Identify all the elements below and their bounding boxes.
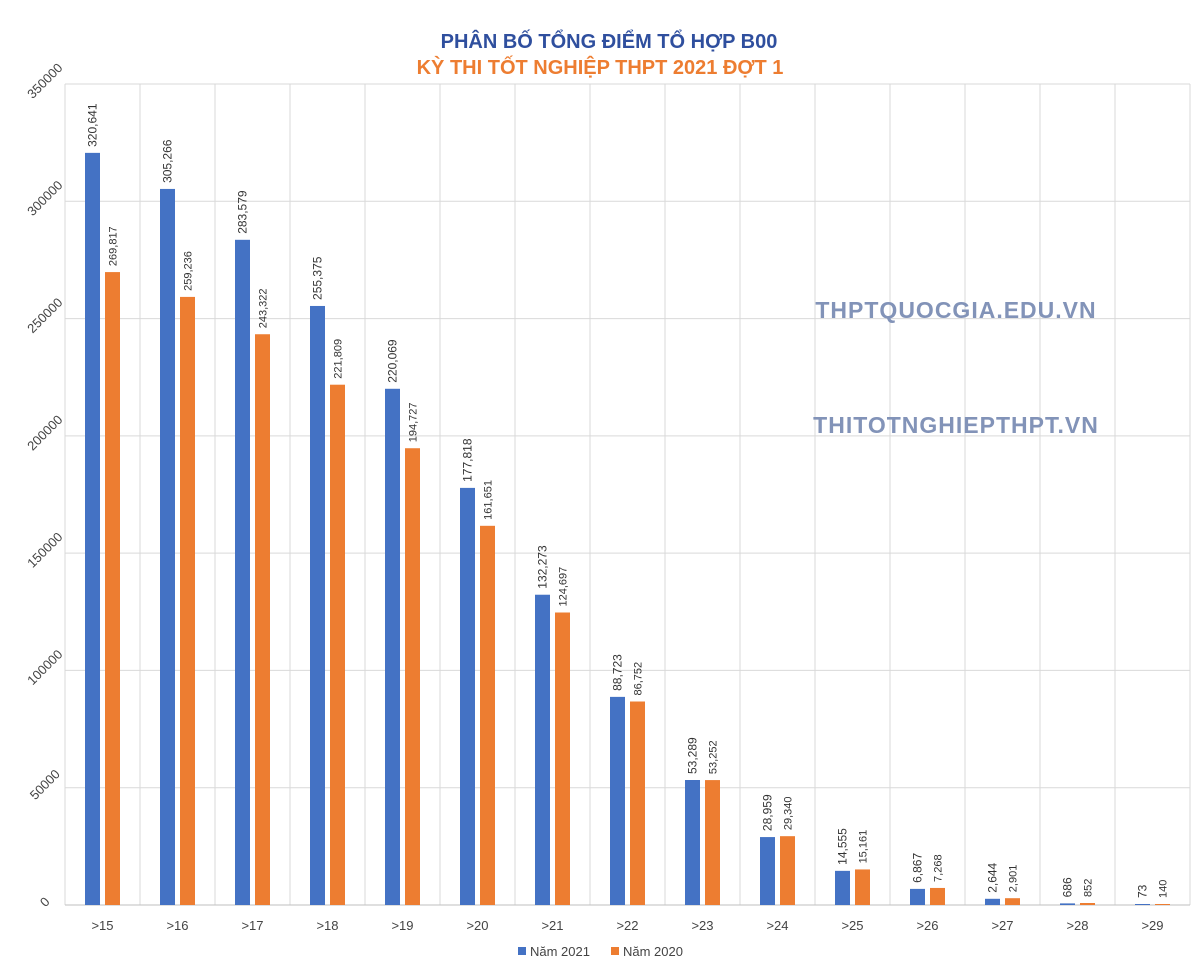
watermark-thitotnghiep: THITOTNGHIEPTHPT.VN <box>813 412 1099 438</box>
y-tick-label: 150000 <box>24 529 65 570</box>
bar-2021 <box>385 388 400 905</box>
x-tick-label: >17 <box>241 918 263 933</box>
data-label-2021: 6,867 <box>911 853 925 883</box>
bar-2021 <box>85 152 100 906</box>
data-label-2020: 221,809 <box>333 339 345 379</box>
data-label-2020: 124,697 <box>558 567 570 607</box>
bar-2020 <box>405 448 420 905</box>
bar-2021 <box>985 898 1000 905</box>
x-tick-label: >24 <box>766 918 788 933</box>
data-label-2020: 243,322 <box>258 288 270 328</box>
bar-2021 <box>235 239 250 905</box>
x-tick-label: >15 <box>91 918 113 933</box>
bar-2020 <box>1080 903 1095 905</box>
y-tick-label: 0 <box>37 894 53 910</box>
bar-2021 <box>760 837 775 905</box>
bar-2020 <box>855 869 870 905</box>
data-label-2021: 305,266 <box>161 139 175 183</box>
data-label-2020: 259,236 <box>183 251 195 291</box>
data-label-2021: 2,644 <box>986 862 1000 892</box>
bar-2021 <box>910 888 925 905</box>
chart-subtitle: KỲ THI TỐT NGHIỆP THPT 2021 ĐỢT 1 <box>417 55 784 79</box>
data-label-2021: 132,273 <box>536 545 550 589</box>
watermark-thptquocgia: THPTQUOCGIA.EDU.VN <box>815 297 1096 323</box>
y-tick-label: 50000 <box>27 766 63 802</box>
bar-2020 <box>480 525 495 905</box>
y-tick-label: 200000 <box>24 412 65 453</box>
bar-2020 <box>780 836 795 905</box>
bar-2021 <box>835 870 850 905</box>
data-label-2021: 283,579 <box>236 190 250 234</box>
data-label-2021: 686 <box>1061 877 1075 897</box>
bar-2021 <box>1135 904 1150 905</box>
data-label-2020: 2,901 <box>1008 865 1020 893</box>
data-label-2021: 88,723 <box>611 654 625 691</box>
data-label-2021: 320,641 <box>86 103 100 147</box>
data-label-2020: 161,651 <box>483 480 495 520</box>
x-tick-label: >20 <box>466 918 488 933</box>
data-label-2020: 852 <box>1083 879 1095 897</box>
legend: Năm 2021 Năm 2020 <box>518 944 683 959</box>
data-label-2020: 140 <box>1158 880 1170 898</box>
bars <box>85 152 1170 906</box>
bar-2020 <box>1155 904 1170 905</box>
data-label-2020: 53,252 <box>708 740 720 774</box>
x-tick-label: >28 <box>1066 918 1088 933</box>
data-label-2021: 73 <box>1136 884 1150 898</box>
x-tick-label: >21 <box>541 918 563 933</box>
bar-2021 <box>310 305 325 905</box>
y-axis-ticks: 0 50000 100000 150000 200000 250000 300000 3500… <box>24 60 65 910</box>
x-tick-label: >19 <box>391 918 413 933</box>
x-tick-label: >23 <box>691 918 713 933</box>
x-tick-label: >18 <box>316 918 338 933</box>
y-tick-label: 250000 <box>24 295 65 336</box>
data-label-2020: 194,727 <box>408 402 420 442</box>
x-tick-label: >16 <box>166 918 188 933</box>
bar-2021 <box>1060 903 1075 905</box>
legend-swatch-2020 <box>611 947 619 955</box>
y-tick-label: 300000 <box>24 177 65 218</box>
data-label-2021: 53,289 <box>686 737 700 774</box>
y-tick-label: 350000 <box>24 60 65 101</box>
y-tick-label: 100000 <box>24 647 65 688</box>
data-label-2021: 220,069 <box>386 339 400 383</box>
bar-2021 <box>160 188 175 906</box>
bar-2021 <box>535 594 550 905</box>
bar-2020 <box>255 334 270 906</box>
bar-2020 <box>1005 898 1020 905</box>
x-tick-label: >26 <box>916 918 938 933</box>
data-label-2021: 177,818 <box>461 438 475 482</box>
x-tick-label: >22 <box>616 918 638 933</box>
data-label-2021: 255,375 <box>311 256 325 300</box>
legend-label-2021: Năm 2021 <box>530 944 590 959</box>
bar-2020 <box>930 887 945 905</box>
bar-2021 <box>685 779 700 905</box>
legend-label-2020: Năm 2020 <box>623 944 683 959</box>
x-tick-label: >29 <box>1141 918 1163 933</box>
grid-lines <box>64 83 1191 906</box>
bar-2020 <box>330 384 345 905</box>
legend-swatch-2021 <box>518 947 526 955</box>
bar-2020 <box>555 612 570 905</box>
x-tick-label: >27 <box>991 918 1013 933</box>
bar-2021 <box>460 487 475 905</box>
data-label-2020: 269,817 <box>108 226 120 266</box>
bar-2021 <box>610 696 625 905</box>
x-axis-ticks: >15 >16 >17 >18 >19 >20 >21 >22 >23 >24 >25 >26 >27 >… <box>91 918 1163 933</box>
bar-2020 <box>180 296 195 906</box>
data-label-2020: 29,340 <box>783 797 795 831</box>
x-tick-label: >25 <box>841 918 863 933</box>
data-label-2020: 86,752 <box>633 662 645 696</box>
bar-2020 <box>705 780 720 905</box>
data-label-2020: 7,268 <box>933 854 945 882</box>
bar-2020 <box>630 701 645 905</box>
bar-2020 <box>105 272 120 905</box>
data-label-2021: 28,959 <box>761 794 775 831</box>
data-labels: 320,641 269,817 305,266 259,236 283,579 243,3… <box>86 103 1170 898</box>
data-label-2021: 14,555 <box>836 828 850 865</box>
chart-title: PHÂN BỐ TỔNG ĐIỂM TỔ HỢP B00 <box>441 29 778 53</box>
data-label-2020: 15,161 <box>858 830 870 864</box>
